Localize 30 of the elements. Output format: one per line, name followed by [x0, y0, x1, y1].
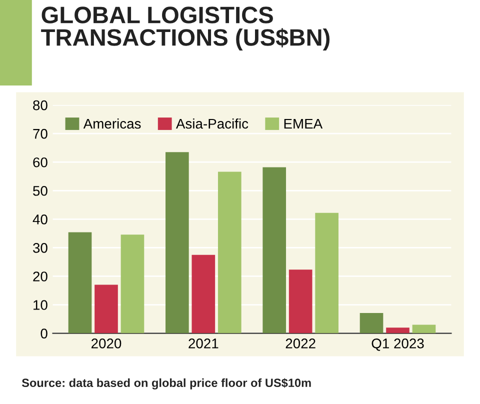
bar: [218, 172, 242, 334]
y-tick-label: 80: [33, 100, 48, 110]
x-tick-label: 2022: [286, 338, 316, 348]
bar: [412, 324, 436, 334]
legend-label: EMEA: [284, 118, 323, 129]
y-tick-label: 60: [33, 157, 48, 168]
x-tick-label: 2020: [91, 338, 122, 348]
bar: [68, 232, 92, 334]
bar: [94, 284, 118, 334]
x-tick-label: 2021: [188, 338, 218, 348]
bar: [386, 328, 410, 334]
y-tick-label: 10: [34, 300, 48, 310]
bar: [262, 167, 286, 334]
bar: [288, 270, 312, 334]
legend-label: Americas: [83, 118, 141, 129]
y-tick-label: 40: [32, 214, 48, 224]
bar: [315, 212, 338, 334]
y-tick-label: 50: [33, 186, 48, 196]
legend-label: Asia-Pacific: [176, 118, 248, 129]
y-tick-label: 0: [40, 328, 48, 338]
bar: [120, 234, 144, 334]
source-note: Source: data based on global price floor of US$10m: [22, 378, 311, 390]
bar: [166, 152, 189, 334]
x-tick-label: Q1 2023: [372, 338, 424, 351]
y-tick-label: 70: [33, 128, 48, 139]
bar: [192, 254, 216, 334]
bar: [360, 313, 384, 334]
y-tick-label: 20: [33, 272, 48, 282]
y-tick-label: 30: [33, 243, 48, 253]
chart-title: GLOBAL LOGISTICS TRANSACTIONS (US$BN): [41, 6, 330, 50]
